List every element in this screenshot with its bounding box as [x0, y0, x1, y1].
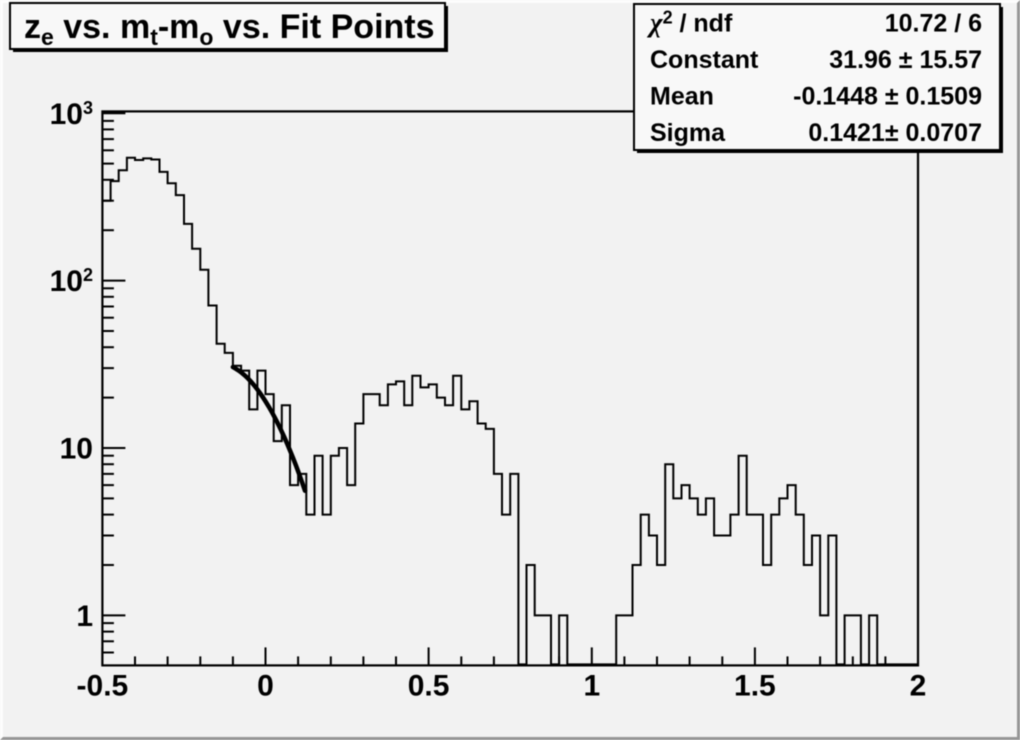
svg-text:1.5: 1.5 [734, 670, 776, 703]
svg-text:Constant: Constant [650, 46, 759, 74]
svg-text:ze vs. mt-mo vs. Fit Points: ze vs. mt-mo vs. Fit Points [24, 8, 435, 50]
svg-text:1: 1 [583, 670, 600, 703]
svg-text:0: 0 [257, 670, 274, 703]
svg-text:Mean: Mean [650, 83, 714, 111]
svg-text:Sigma: Sigma [650, 119, 726, 147]
svg-text:10.72 / 6: 10.72 / 6 [885, 10, 982, 38]
svg-text:1: 1 [76, 600, 93, 633]
svg-text:-0.1448 ± 0.1509: -0.1448 ± 0.1509 [793, 83, 982, 111]
svg-text:0.1421± 0.0707: 0.1421± 0.0707 [808, 119, 982, 147]
svg-text:31.96 ± 15.57: 31.96 ± 15.57 [829, 46, 982, 74]
svg-text:-0.5: -0.5 [77, 670, 129, 703]
svg-text:0.5: 0.5 [408, 670, 450, 703]
svg-text:2: 2 [910, 670, 927, 703]
svg-text:χ2 / ndf: χ2 / ndf [646, 8, 733, 38]
svg-text:10: 10 [60, 432, 93, 465]
